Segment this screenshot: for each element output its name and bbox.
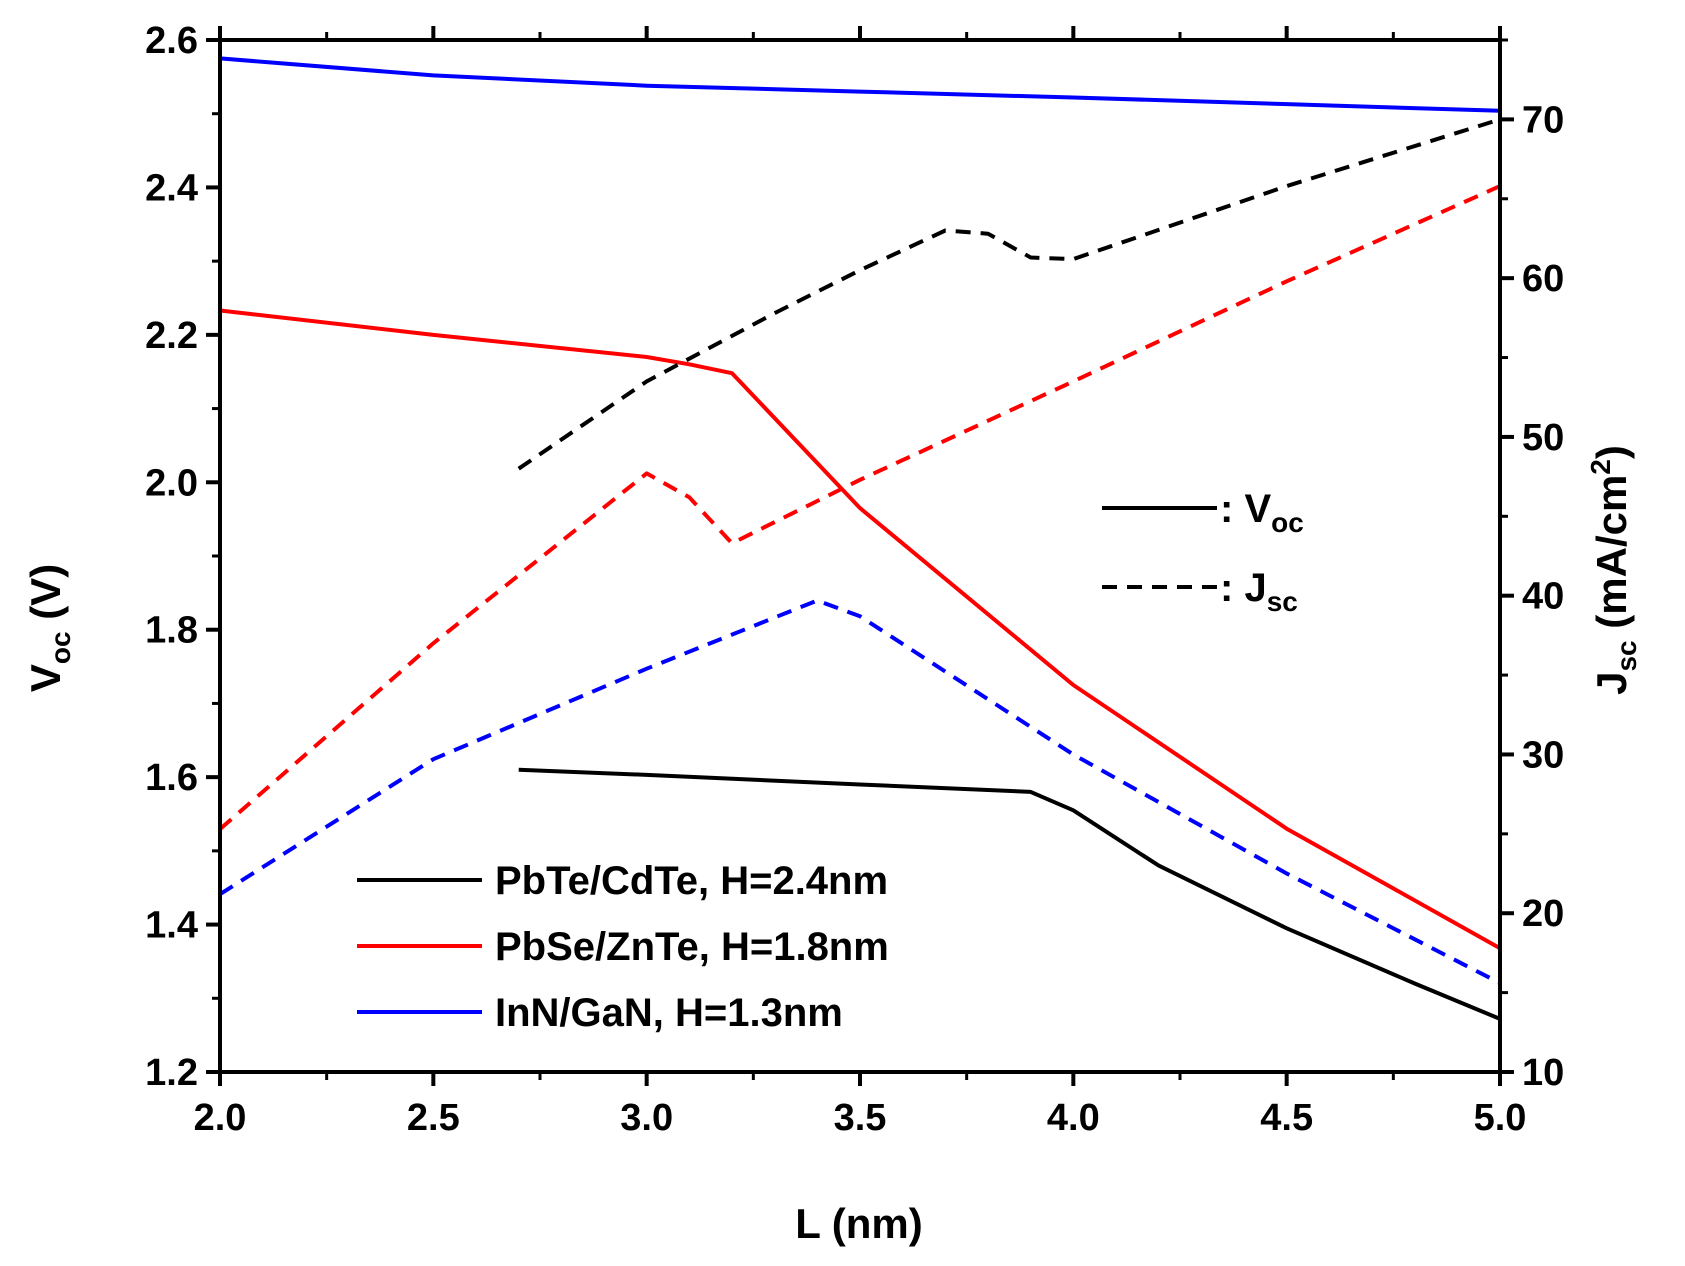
style-legend-solid-main: V [1244, 487, 1271, 531]
x-tick-label: 2.0 [194, 1097, 247, 1139]
style-legend-solid-sub: oc [1271, 507, 1304, 538]
x-tick-label: 4.0 [1047, 1097, 1100, 1139]
style-legend: : Voc : Jsc [1102, 487, 1304, 617]
y-right-title-main: J [1588, 672, 1635, 695]
y-right-title-sub: sc [1611, 640, 1642, 671]
style-legend-dashed-prefix: : [1220, 566, 1244, 610]
x-tick-label: 3.0 [620, 1097, 673, 1139]
y-left-title-sub: oc [45, 631, 76, 664]
style-legend-solid-prefix: : [1220, 487, 1244, 531]
legend-label-pbse: PbSe/ZnTe, H=1.8nm [495, 925, 889, 969]
y-right-tick-label: 30 [1522, 734, 1564, 776]
x-tick-label: 4.5 [1260, 1097, 1313, 1139]
x-tick-label: 3.5 [834, 1097, 887, 1139]
series-layer [218, 56, 1501, 1021]
series-voc-pbte-cdte [518, 767, 1501, 1021]
y-right-title-unit-pre: (mA/cm [1588, 475, 1635, 641]
y-left-tick-label: 2.2 [145, 315, 198, 357]
y-left-tick-label: 1.4 [145, 905, 198, 947]
y-left-title-main: V [22, 664, 69, 692]
y-left-tick-label: 1.8 [145, 610, 198, 652]
y-left-title-unit: (V) [22, 564, 69, 632]
series-voc-inn-gan [219, 56, 1501, 113]
y-left-tick-label: 2.6 [145, 20, 198, 62]
legend-label-pbte: PbTe/CdTe, H=2.4nm [495, 859, 888, 903]
x-axis-title: L (nm) [795, 1200, 923, 1247]
series-jsc-pbte-cdte [517, 117, 1501, 471]
x-tick-label: 5.0 [1474, 1097, 1527, 1139]
legend-label-inn: InN/GaN, H=1.3nm [495, 991, 843, 1035]
y-right-title-sup: 2 [1585, 459, 1616, 475]
y-left-tick-label: 2.0 [145, 462, 198, 504]
material-legend: PbTe/CdTe, H=2.4nm PbSe/ZnTe, H=1.8nm In… [357, 859, 889, 1035]
series-jsc-pbse-znte [218, 184, 1501, 831]
style-legend-solid-label: : Voc [1220, 487, 1304, 538]
y-left-tick-label: 2.4 [145, 167, 198, 209]
y-right-tick-label: 70 [1522, 99, 1564, 141]
style-legend-dashed-sub: sc [1267, 586, 1298, 617]
y-left-tick-label: 1.6 [145, 757, 198, 799]
x-tick-label: 2.5 [407, 1097, 460, 1139]
y-right-tick-label: 10 [1522, 1052, 1564, 1094]
y-right-tick-label: 60 [1522, 258, 1564, 300]
y-left-tick-label: 1.2 [145, 1052, 198, 1094]
style-legend-dashed-main: J [1244, 566, 1266, 610]
y-right-tick-label: 40 [1522, 576, 1564, 618]
y-axis-left-title: Voc (V) [22, 564, 76, 692]
series-voc-pbse-znte [219, 308, 1501, 950]
y-right-tick-label: 20 [1522, 893, 1564, 935]
y-right-tick-label: 50 [1522, 417, 1564, 459]
style-legend-dashed-label: : Jsc [1220, 566, 1298, 617]
y-right-title-unit-post: ) [1588, 445, 1635, 459]
axes-layer: 2.0 2.5 3.0 3.5 4.0 4.5 5.0 1.2 1.4 1.6 1.8 2.0 2.2 2… [145, 20, 1564, 1139]
y-axis-right-title: Jsc (mA/cm2) [1585, 445, 1642, 695]
